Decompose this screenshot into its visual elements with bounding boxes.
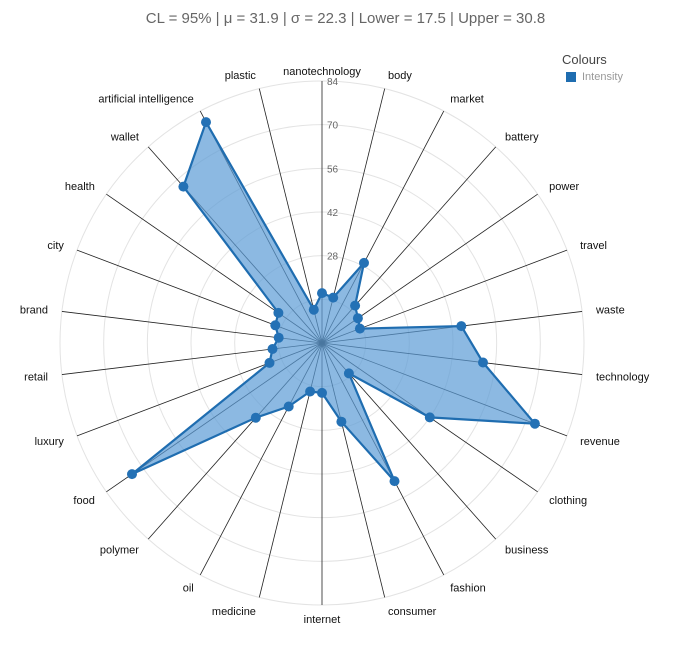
tick-label-42: 42 [327, 208, 339, 219]
axis-label-2: market [450, 94, 484, 106]
axis-label-16: polymer [100, 545, 139, 557]
legend-item-intensity[interactable]: Intensity [566, 71, 623, 83]
axis-label-5: travel [580, 240, 607, 252]
data-point-5[interactable] [354, 323, 365, 334]
axis-label-23: wallet [110, 131, 139, 143]
radial-tick-labels: 28 42 56 70 84 [327, 77, 339, 263]
data-point-14[interactable] [305, 386, 316, 397]
data-point-2[interactable] [359, 257, 369, 268]
axis-label-4: power [549, 181, 579, 193]
axis-line-25 [258, 88, 323, 344]
data-point-11[interactable] [389, 476, 400, 487]
legend-title: Colours [562, 52, 607, 67]
chart-title: CL = 95% | μ = 31.9 | σ = 22.3 | Lower =… [145, 10, 546, 27]
data-point-15[interactable] [283, 401, 294, 412]
axis-label-10: business [505, 545, 549, 557]
legend-swatch [566, 72, 576, 82]
data-point-0[interactable] [317, 288, 327, 299]
axis-label-13: internet [304, 614, 341, 626]
axis-label-8: revenue [580, 436, 620, 448]
data-point-21[interactable] [270, 320, 281, 331]
axis-label-3: battery [505, 131, 539, 143]
data-point-25[interactable] [308, 304, 319, 315]
axis-label-12: consumer [388, 606, 437, 618]
data-point-24[interactable] [201, 117, 211, 128]
data-point-19[interactable] [267, 344, 278, 354]
data-point-16[interactable] [250, 412, 261, 423]
axis-label-20: brand [20, 305, 48, 317]
axis-labels: nanotechnology body market battery power trav… [20, 66, 650, 626]
data-point-8[interactable] [529, 418, 540, 429]
axis-label-0: nanotechnology [283, 66, 361, 78]
legend: Colours Intensity [562, 52, 623, 83]
data-point-23[interactable] [178, 181, 189, 192]
tick-label-56: 56 [327, 164, 339, 175]
tick-label-84: 84 [327, 77, 339, 88]
axis-label-9: clothing [549, 495, 587, 507]
axis-label-17: food [73, 495, 94, 507]
axis-label-7: technology [596, 371, 650, 383]
axis-label-15: oil [183, 582, 194, 594]
series-intensity [127, 117, 540, 487]
axis-label-22: health [65, 181, 95, 193]
axis-label-1: body [388, 70, 412, 82]
data-point-6[interactable] [456, 321, 467, 332]
axis-label-6: waste [595, 305, 625, 317]
axis-label-18: luxury [35, 436, 65, 448]
data-point-13[interactable] [317, 387, 327, 398]
tick-label-70: 70 [327, 121, 339, 132]
axis-label-21: city [47, 240, 64, 252]
data-point-18[interactable] [264, 357, 275, 368]
data-point-1[interactable] [328, 292, 339, 303]
axis-label-24: artificial intelligence [98, 94, 193, 106]
legend-item-label: Intensity [582, 71, 623, 83]
data-point-12[interactable] [336, 416, 347, 427]
data-point-20[interactable] [273, 332, 284, 343]
data-point-9[interactable] [424, 412, 435, 423]
data-point-4[interactable] [352, 313, 363, 324]
data-point-3[interactable] [350, 300, 361, 311]
axis-label-25: plastic [225, 70, 257, 82]
axis-label-11: fashion [450, 582, 485, 594]
data-point-7[interactable] [478, 357, 488, 368]
data-point-10[interactable] [343, 368, 354, 379]
data-point-22[interactable] [273, 307, 284, 318]
tick-label-28: 28 [327, 252, 339, 263]
data-point-17[interactable] [127, 469, 137, 480]
axis-label-19: retail [24, 371, 48, 383]
axis-label-14: medicine [212, 606, 256, 618]
